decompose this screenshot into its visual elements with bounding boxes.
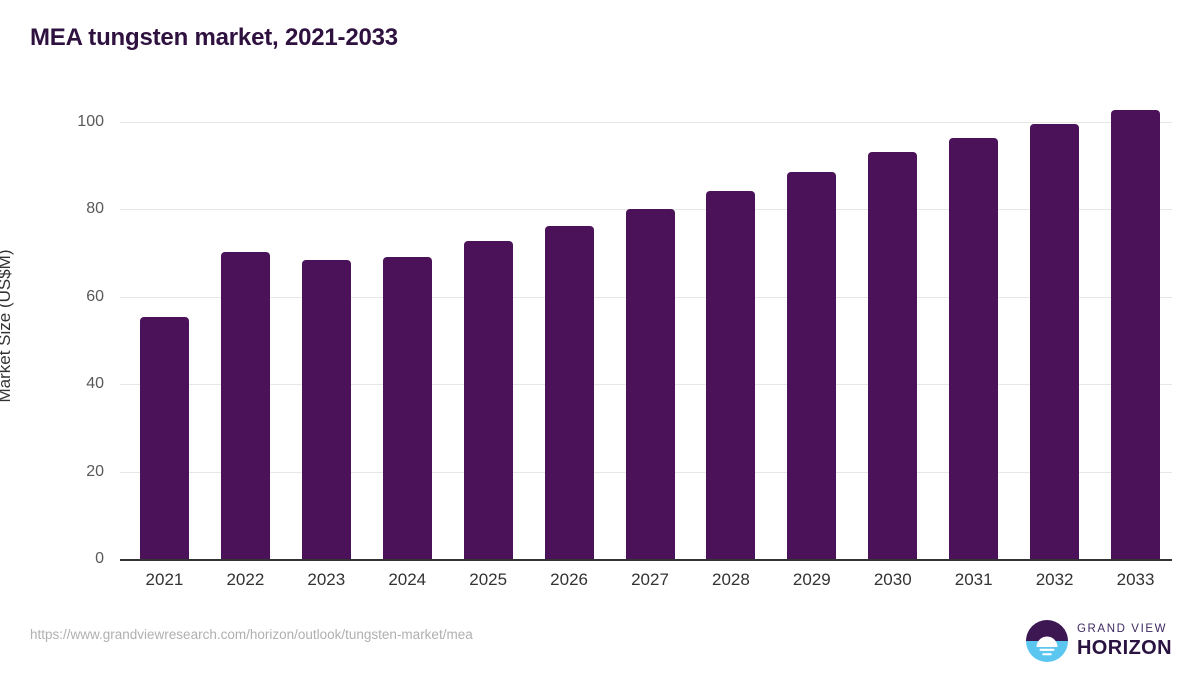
bar-2031[interactable] [949, 137, 999, 559]
y-tick-label-20: 20 [86, 462, 104, 480]
y-tick-label-60: 60 [86, 287, 104, 305]
gridline-100 [120, 122, 1172, 123]
bar-2022[interactable] [220, 251, 270, 559]
y-axis-title: Market Size (US$M) [0, 249, 14, 403]
bar-2033[interactable] [1111, 110, 1161, 559]
plot-area [120, 110, 1172, 559]
x-axis-line [120, 559, 1172, 561]
y-tick-label-100: 100 [77, 113, 104, 130]
x-tick-label-2029: 2029 [792, 570, 831, 589]
logo-text-horizon: HORIZON [1076, 637, 1172, 660]
x-tick-label-2023: 2023 [307, 570, 346, 589]
bar-2029[interactable] [787, 171, 837, 559]
bar-2023[interactable] [301, 259, 351, 559]
horizon-sun-icon [1025, 620, 1068, 662]
bar-2025[interactable] [463, 240, 513, 559]
x-tick-label-2028: 2028 [712, 570, 750, 589]
bar-2028[interactable] [706, 190, 756, 559]
x-tick-label-2024: 2024 [388, 570, 427, 589]
x-tick-label-2026: 2026 [550, 570, 588, 589]
x-tick-label-2031: 2031 [954, 570, 993, 589]
x-tick-label-2022: 2022 [226, 570, 265, 589]
bar-2026[interactable] [544, 226, 594, 559]
page-title: MEA tungsten market, 2021-2033 [30, 24, 398, 51]
bar-2030[interactable] [868, 151, 918, 559]
x-tick-label-2027: 2027 [631, 570, 669, 589]
bar-2027[interactable] [625, 208, 675, 559]
x-tick-label-2033: 2033 [1116, 570, 1155, 589]
logo-wordmark: GRAND VIEW HORIZON [1076, 622, 1172, 660]
x-tick-label-2032: 2032 [1035, 570, 1074, 589]
x-tick-label-2021: 2021 [145, 570, 184, 589]
x-tick-label-2025: 2025 [469, 570, 508, 589]
source-url[interactable]: https://www.grandviewresearch.com/horizo… [30, 627, 473, 642]
y-tick-label-80: 80 [86, 200, 104, 218]
y-tick-label-40: 40 [86, 375, 104, 393]
bar-2024[interactable] [382, 257, 432, 559]
x-tick-label-2030: 2030 [873, 570, 912, 589]
y-tick-label-0: 0 [95, 550, 104, 567]
logo-text-grand-view: GRAND VIEW [1076, 622, 1168, 635]
bar-2021[interactable] [139, 316, 189, 559]
grand-view-horizon-logo: GRAND VIEW HORIZON [1025, 620, 1172, 662]
bar-2032[interactable] [1030, 124, 1080, 559]
